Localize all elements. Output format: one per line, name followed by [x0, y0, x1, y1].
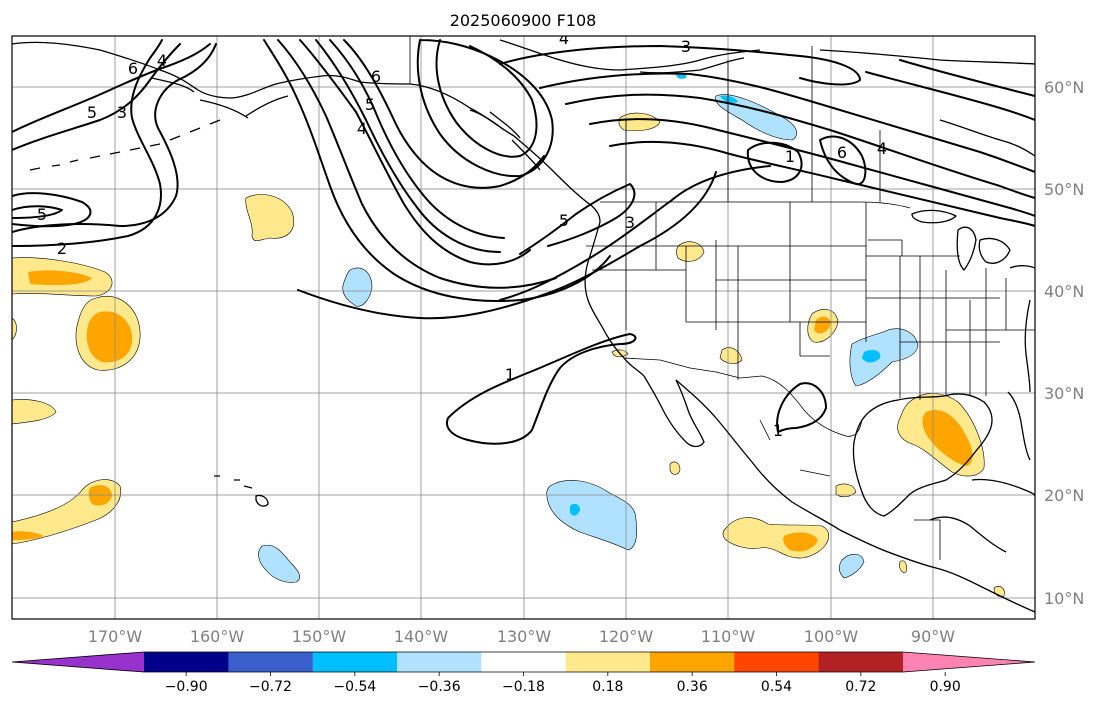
gulf-coast [852, 393, 993, 517]
contour-label: 5 [37, 205, 47, 224]
contour-label: 3 [625, 213, 635, 232]
colorbar-tick-label: 0.18 [592, 679, 623, 695]
colorbar-bin [650, 652, 735, 672]
contour-label: 1 [773, 421, 783, 440]
lon-tick-label: 140°W [394, 627, 449, 646]
positive-anomaly-region [618, 112, 661, 132]
lon-tick-label: 110°W [701, 627, 756, 646]
negative-anomaly-region [838, 553, 865, 579]
contour-label: 5 [365, 95, 375, 114]
negative-anomaly-region [715, 94, 797, 141]
lat-tick-label: 20°N [1044, 486, 1084, 505]
colorbar-tick-label: 0.36 [677, 679, 708, 695]
contour-label: 1 [785, 147, 795, 166]
contour-label: 4 [559, 29, 569, 48]
political-borders [409, 36, 1035, 560]
shaded-anomaly-layer [12, 73, 1005, 597]
colorbar-bin [481, 652, 567, 672]
positive-anomaly-core [12, 531, 44, 540]
lat-tick-label: 50°N [1044, 180, 1084, 199]
positive-anomaly-region [719, 347, 743, 364]
colorbar-bin [144, 652, 229, 672]
colorbar-tick-label: 0.54 [761, 679, 792, 695]
contour-label: 6 [371, 67, 381, 86]
height-contours [12, 39, 1035, 445]
positive-anomaly-core [28, 270, 92, 286]
colorbar: −0.90 −0.72 −0.54 −0.36 −0.18 0.18 0.36 0.54 0.7… [11, 651, 1036, 695]
negative-anomaly-core [720, 95, 738, 103]
lon-tick-label: 170°W [88, 627, 143, 646]
negative-anomaly-region [849, 328, 919, 387]
contour-label: 4 [357, 119, 367, 138]
baja-coast [643, 375, 705, 448]
contour-label: 5 [87, 103, 97, 122]
lon-tick-label: 160°W [190, 627, 245, 646]
colorbar-outline [11, 651, 1036, 673]
positive-anomaly-core [922, 410, 973, 466]
negative-anomaly-region [258, 544, 301, 583]
lon-tick-label: 130°W [497, 627, 552, 646]
colorbar-tick-label: −0.18 [502, 679, 545, 695]
negative-anomaly-region [546, 480, 638, 551]
negative-anomaly-core [570, 503, 580, 516]
contour-label: 6 [128, 59, 138, 78]
colorbar-bin [818, 652, 904, 672]
positive-anomaly-core [86, 311, 133, 363]
hawaii-islands [214, 475, 269, 507]
contour-label: 1 [505, 365, 515, 384]
positive-anomaly-core [783, 532, 818, 552]
positive-anomaly-region [676, 241, 705, 262]
colorbar-bin [312, 652, 398, 672]
aleutian-islands [29, 119, 221, 171]
colorbar-tick-label: 0.72 [845, 679, 876, 695]
longitude-labels: 170°W 160°W 150°W 140°W 130°W 120°W 110°… [88, 627, 955, 646]
contour-label: 4 [877, 139, 887, 158]
negative-anomaly-region [342, 267, 373, 307]
lat-tick-label: 40°N [1044, 282, 1084, 301]
contour-label: 3 [681, 37, 691, 56]
colorbar-bin [565, 652, 651, 672]
colorbar-extend-low [12, 652, 144, 672]
alaska-coastline [12, 41, 601, 223]
lon-tick-label: 150°W [292, 627, 347, 646]
colorbar-bin [228, 652, 314, 672]
map-title: 2025060900 F108 [450, 11, 597, 30]
lat-tick-label: 10°N [1044, 589, 1084, 608]
positive-anomaly-region [12, 399, 57, 425]
colorbar-extend-high [903, 652, 1035, 672]
colorbar-tick-label: −0.54 [333, 679, 376, 695]
contour-label: 5 [559, 211, 569, 230]
contour-label: 2 [57, 239, 67, 258]
positive-anomaly-region [245, 194, 294, 242]
contour-label: 6 [837, 143, 847, 162]
positive-anomaly-core [814, 316, 831, 334]
great-lakes [956, 226, 977, 271]
colorbar-tick-label: −0.36 [418, 679, 461, 695]
colorbar-bin [397, 652, 482, 672]
colorbar-tick-label: −0.90 [165, 679, 208, 695]
colorbar-bin [734, 652, 820, 672]
lon-tick-label: 120°W [599, 627, 654, 646]
lon-tick-label: 100°W [804, 627, 859, 646]
lon-tick-label: 90°W [911, 627, 955, 646]
contour-label: 3 [117, 103, 127, 122]
latitude-labels: 60°N 50°N 40°N 30°N 20°N 10°N [1044, 78, 1084, 608]
colorbar-tick-label: −0.72 [249, 679, 292, 695]
lat-tick-label: 60°N [1044, 78, 1084, 97]
positive-anomaly-region [835, 483, 857, 498]
map-frame [11, 35, 1036, 620]
colorbar-tick-label: 0.90 [930, 679, 961, 695]
contour-label: 4 [157, 51, 167, 70]
mexico-coast [675, 379, 1035, 613]
lat-tick-label: 30°N [1044, 384, 1084, 403]
contour-labels: 6 4 5 3 5 2 6 5 4 3 4 5 3 1 6 4 1 1 [37, 29, 887, 440]
positive-anomaly-region [899, 560, 907, 573]
positive-anomaly-region [669, 461, 681, 475]
negative-anomaly-core [862, 350, 881, 363]
